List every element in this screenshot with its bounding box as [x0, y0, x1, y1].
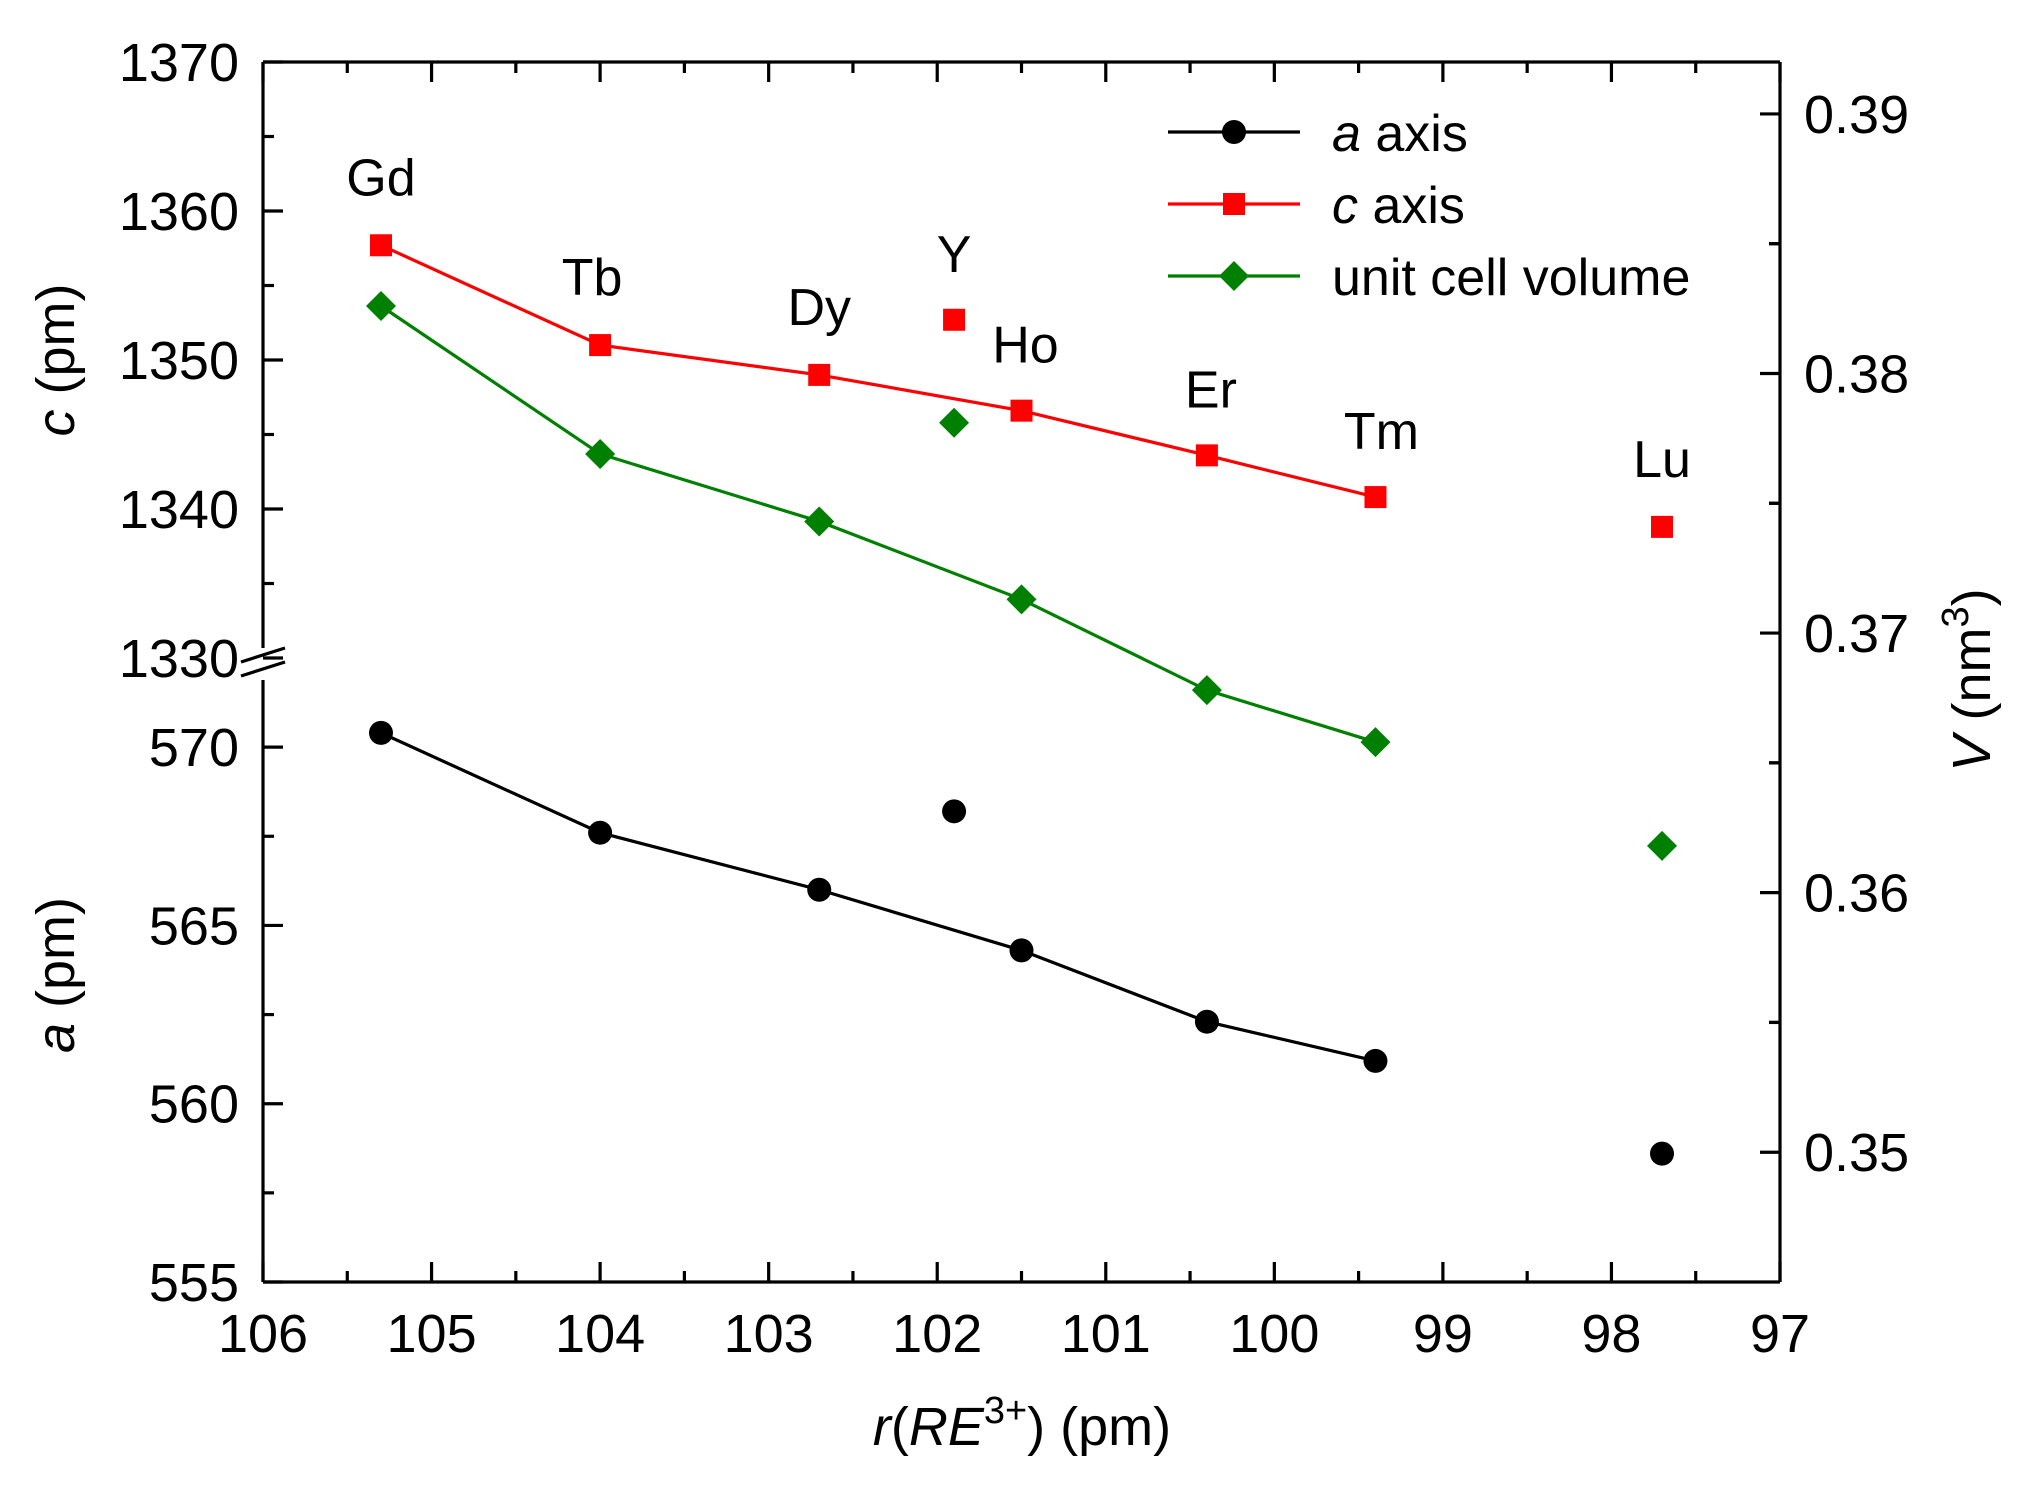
- c-point-tb: [589, 334, 612, 357]
- x-tick-label: 100: [1229, 1304, 1319, 1364]
- a-tick-label: 555: [149, 1253, 239, 1313]
- c-point-er: [1195, 444, 1218, 467]
- v-title-rest: (nm: [1942, 628, 2002, 736]
- a-point-er: [1194, 1009, 1219, 1034]
- v-point-dy: [804, 506, 835, 537]
- element-label-tm: Tm: [1344, 403, 1419, 461]
- axes-layer: 106 105 104 103 102 101 100 99 98 97 1330 1340 1350 1…: [119, 33, 1909, 1364]
- v-point-er: [1191, 675, 1222, 706]
- a-series-line: [380, 731, 1376, 1063]
- x-tick-label: 101: [1061, 1304, 1151, 1364]
- v-tick-label: 0.37: [1804, 604, 1909, 664]
- a-tick-label: 565: [149, 896, 239, 956]
- markers-layer: [365, 234, 1678, 1166]
- v-tick-label: 0.39: [1804, 85, 1909, 145]
- x-tick-label: 98: [1581, 1304, 1641, 1364]
- element-label-y: Y: [937, 226, 972, 284]
- element-label-ho: Ho: [992, 317, 1058, 375]
- element-label-gd: Gd: [346, 149, 415, 207]
- v-axis-title: V (nm3): [1935, 588, 2002, 771]
- element-label-tb: Tb: [562, 249, 623, 307]
- c-title-rest: (pm): [26, 284, 86, 410]
- legend-label-italic: c: [1332, 177, 1358, 235]
- a-title-italic: a: [26, 1023, 86, 1053]
- axis-titles: r(RE3+) (pm)c (pm)a (pm)V (nm3): [26, 284, 2002, 1457]
- v-point-tb: [585, 438, 616, 469]
- legend-label-text: axis: [1358, 177, 1465, 235]
- c-point-tm: [1364, 486, 1387, 509]
- v-series-line: [380, 304, 1376, 744]
- x-title-paren: (: [891, 1397, 909, 1457]
- axis-break-mark: [240, 660, 286, 678]
- legend-label: c axis: [1332, 177, 1465, 235]
- c-point-gd: [369, 234, 392, 257]
- v-tick-label: 0.35: [1804, 1123, 1909, 1183]
- a-point-y: [942, 799, 967, 824]
- c-tick-label: 1340: [119, 480, 239, 540]
- v-tick-label: 0.38: [1804, 344, 1909, 404]
- legend-label: a axis: [1332, 105, 1468, 163]
- v-point-tm: [1360, 727, 1391, 758]
- v-point-lu: [1647, 830, 1678, 861]
- legend-label-text: axis: [1361, 105, 1468, 163]
- x-tick-label: 97: [1750, 1304, 1810, 1364]
- series-lines-layer: [380, 243, 1376, 1063]
- legend-marker: [1223, 193, 1245, 215]
- a-point-tm: [1363, 1048, 1388, 1073]
- c-axis-title: c (pm): [26, 284, 86, 437]
- legend-marker: [1222, 120, 1246, 144]
- a-tick-label: 570: [149, 718, 239, 778]
- legend-label-italic: a: [1332, 105, 1361, 163]
- x-title-suffix: ) (pm): [1027, 1397, 1171, 1457]
- element-labels-layer: Gd Tb Dy Y Ho Er Tm Lu: [346, 149, 1691, 489]
- a-point-gd: [368, 720, 393, 745]
- x-tick-label: 104: [555, 1304, 645, 1364]
- v-point-gd: [365, 291, 396, 321]
- a-point-tb: [588, 820, 613, 845]
- x-tick-label: 105: [387, 1304, 477, 1364]
- c-point-ho: [1010, 399, 1033, 422]
- v-title-sup: 3: [1935, 606, 1977, 627]
- x-tick-label: 102: [892, 1304, 982, 1364]
- element-label-er: Er: [1185, 361, 1237, 419]
- a-title-rest: (pm): [26, 897, 86, 1023]
- a-point-dy: [807, 877, 832, 902]
- c-series-line: [380, 243, 1376, 499]
- c-point-dy: [808, 363, 831, 386]
- legend-label: unit cell volume: [1332, 249, 1690, 307]
- c-point-lu: [1651, 515, 1674, 538]
- x-tick-label: 103: [724, 1304, 814, 1364]
- c-point-y: [943, 308, 966, 331]
- c-tick-label: 1360: [119, 182, 239, 242]
- legend-label-text: unit cell volume: [1332, 249, 1690, 307]
- c-title-italic: c: [26, 409, 86, 436]
- x-tick-label: 99: [1413, 1304, 1473, 1364]
- x-title-re: RE: [909, 1397, 985, 1457]
- element-label-dy: Dy: [787, 279, 851, 337]
- legend-marker: [1219, 261, 1249, 291]
- v-point-ho: [1006, 584, 1037, 615]
- x-title-sup: 3+: [984, 1390, 1027, 1432]
- v-point-y: [939, 407, 970, 438]
- v-title-italic: V: [1942, 731, 2002, 772]
- c-tick-label: 1350: [119, 331, 239, 391]
- a-axis-title: a (pm): [26, 897, 86, 1053]
- a-tick-label: 560: [149, 1075, 239, 1135]
- v-tick-label: 0.36: [1804, 864, 1909, 924]
- v-title-close: ): [1942, 588, 2002, 606]
- a-point-ho: [1009, 938, 1034, 963]
- x-axis-title: r(RE3+) (pm): [873, 1390, 1171, 1457]
- axis-break-mark: [240, 646, 286, 664]
- element-label-lu: Lu: [1633, 431, 1691, 489]
- x-tick-label: 106: [218, 1304, 308, 1364]
- a-point-lu: [1650, 1141, 1675, 1166]
- c-tick-label: 1370: [119, 33, 239, 93]
- x-title-r: r: [873, 1397, 893, 1457]
- c-tick-label: 1330: [119, 629, 239, 689]
